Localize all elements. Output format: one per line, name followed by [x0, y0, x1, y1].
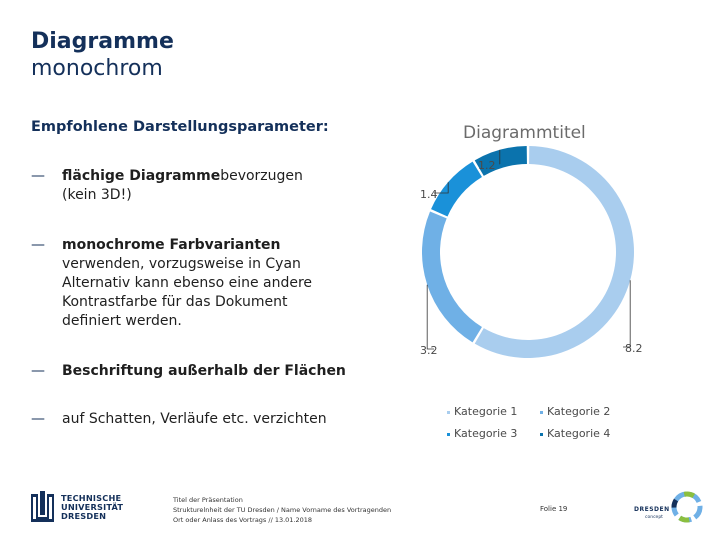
data-label: 1.2 [478, 159, 496, 172]
slide-number: Folie 19 [540, 505, 568, 513]
dresden-logo-subtext: concept [645, 515, 663, 520]
dresden-logo-text: DRESDEN [634, 506, 670, 513]
event-info: Ort oder Anlass des Vortrags // 13.01.20… [173, 516, 313, 524]
logo-line: TECHNISCHE [61, 493, 122, 503]
leader-line [623, 280, 631, 348]
slide-subtitle: monochrom [31, 56, 163, 81]
legend-item: Kategorie 4 [540, 427, 610, 440]
bullet-bold-text: flächige Diagramme [62, 168, 221, 184]
presenter-info: Strukturelnheit der TU Dresden / Name Vo… [173, 506, 392, 514]
doughnut-slice [474, 146, 634, 358]
bullet-dash: — [31, 168, 45, 184]
data-label: 3.2 [420, 344, 438, 357]
legend-label: Kategorie 3 [454, 427, 518, 440]
doughnut-slice [474, 146, 527, 176]
bullet-text: bevorzugen (kein 3D!) [62, 168, 303, 203]
chart-title: Diagrammtitel [463, 123, 586, 143]
footer-info: Titel der Präsentation Strukturelnheit d… [173, 495, 473, 525]
doughnut-slice [422, 211, 482, 343]
legend-swatch [540, 410, 543, 414]
legend-item: Kategorie 3 [447, 427, 517, 440]
legend-label: Kategorie 1 [454, 405, 518, 418]
university-name: TECHNISCHE UNIVERSITÄT DRESDEN [61, 494, 123, 521]
bullet-item: — Beschriftung außerhalb der Flächen [31, 362, 392, 381]
bullet-text: verwenden, vorzugsweise in Cyan Alternat… [62, 256, 313, 329]
logo-line: UNIVERSITÄT [61, 502, 124, 512]
bullet-dash: — [31, 411, 45, 427]
slide-title: Diagramme [31, 29, 174, 54]
bullet-bold-text: monochrome Farbvarianten [62, 237, 281, 253]
tu-dresden-logo-icon [31, 491, 54, 522]
legend-label: Kategorie 4 [547, 427, 611, 440]
bullet-item: — monochrome Farbvarianten verwenden, vo… [31, 236, 332, 331]
bullet-item: — auf Schatten, Verläufe etc. verzichten [31, 410, 392, 429]
legend-item: Kategorie 2 [540, 405, 610, 418]
dresden-concept-logo-icon [671, 491, 703, 523]
legend-label: Kategorie 2 [547, 405, 611, 418]
leader-line [426, 284, 434, 350]
leader-line [434, 182, 449, 194]
logo-line: DRESDEN [61, 511, 107, 521]
bullet-dash: — [31, 363, 45, 379]
presentation-title: Titel der Präsentation [173, 496, 243, 504]
section-heading: Empfohlene Darstellungsparameter: [31, 119, 329, 135]
doughnut-slice [431, 161, 482, 217]
legend-swatch [540, 432, 543, 436]
bullet-text: auf Schatten, Verläufe etc. verzichten [62, 411, 327, 427]
data-label: 8.2 [625, 342, 643, 355]
bullet-item: — flächige Diagrammebevorzugen (kein 3D!… [31, 167, 332, 205]
bullet-dash: — [31, 237, 45, 253]
bullet-bold-text: Beschriftung außerhalb der Flächen [62, 363, 346, 379]
legend-item: Kategorie 1 [447, 405, 517, 418]
data-label: 1.4 [420, 188, 438, 201]
legend-swatch [447, 432, 450, 436]
legend-swatch [447, 410, 450, 414]
